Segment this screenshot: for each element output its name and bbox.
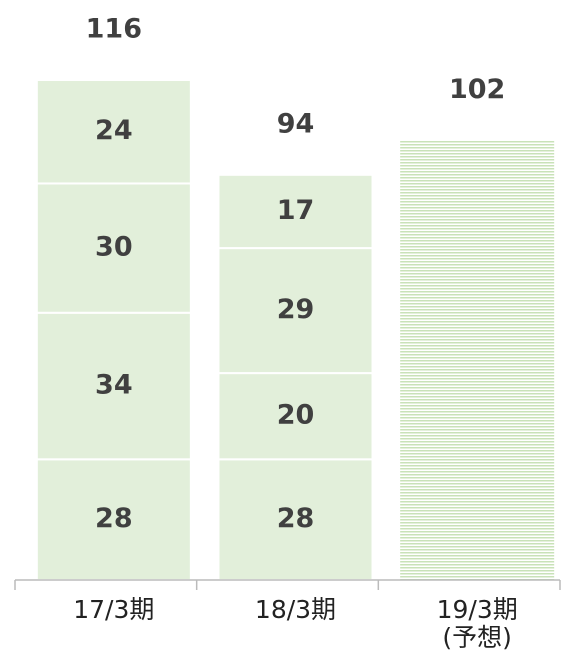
- bar-segment: [217, 247, 374, 375]
- segment-label: 28: [277, 503, 315, 534]
- bar-segment: [35, 311, 192, 461]
- segment-label: 30: [95, 232, 133, 263]
- x-tick-label: 18/3期: [254, 595, 337, 624]
- bar-segment: [217, 173, 374, 250]
- segment-label: 20: [277, 400, 315, 431]
- segment-label: 17: [277, 195, 315, 226]
- bar-segment: [217, 372, 374, 461]
- segment-label: 29: [277, 294, 315, 325]
- total-label: 94: [277, 108, 315, 139]
- x-tick-label: 17/3期: [73, 595, 155, 624]
- segment-label: 28: [95, 503, 133, 534]
- segment-label: 24: [95, 115, 133, 146]
- bar-segment: [35, 458, 192, 581]
- bar-segment: [35, 79, 192, 185]
- segment-label: 34: [95, 370, 133, 401]
- bar-segment: [400, 140, 555, 580]
- total-label: 116: [86, 14, 142, 45]
- total-label: 102: [449, 74, 505, 105]
- x-tick-label: 19/3期 (予想): [436, 595, 518, 652]
